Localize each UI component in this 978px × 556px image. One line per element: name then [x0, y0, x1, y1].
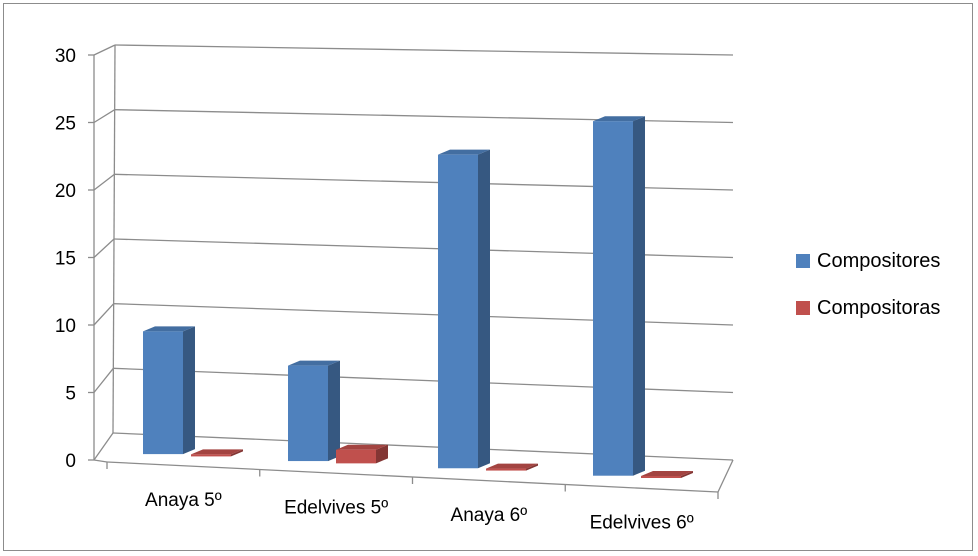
bar-front	[486, 468, 526, 471]
y-tick-labels: 0 5 10 15 20 25 30	[55, 46, 76, 472]
sidewall-gridline	[93, 367, 114, 393]
sidewall-gridline	[93, 238, 115, 258]
bar-top	[438, 149, 490, 155]
bar-top	[143, 326, 195, 332]
bar	[593, 116, 645, 476]
bar-side	[681, 471, 693, 479]
bar-side	[526, 463, 538, 471]
x-category-label: Anaya 5º	[145, 490, 222, 511]
bar	[336, 444, 388, 464]
y-tick-label: 0	[65, 451, 76, 472]
bar-side	[328, 360, 340, 462]
legend-label: Compositoras	[817, 297, 940, 319]
x-category-label: Anaya 6º	[451, 505, 528, 526]
bar-side	[376, 444, 388, 464]
bar-top	[486, 463, 538, 469]
bar	[288, 360, 340, 462]
sidewall-gridline	[93, 303, 115, 326]
x-category-label: Edelvives 5º	[284, 497, 388, 518]
bar-front	[336, 449, 376, 464]
bar-side	[478, 149, 490, 469]
y-tick-label: 5	[65, 384, 76, 405]
bar-front	[641, 476, 681, 479]
legend-swatch	[796, 254, 810, 268]
bar-front	[191, 454, 231, 457]
x-category-labels: Anaya 5º Edelvives 5º Anaya 6º Edelvives 6º	[145, 490, 694, 534]
bar-top	[336, 444, 388, 450]
bar-side	[633, 116, 645, 476]
floor-left-edge	[93, 459, 108, 463]
bar-front	[143, 331, 183, 455]
sidewall-gridline	[93, 44, 116, 56]
bar-front	[438, 154, 478, 469]
x-category-label: Edelvives 6º	[590, 512, 694, 533]
y-tick-label: 20	[55, 181, 76, 202]
bar-top	[641, 471, 693, 477]
bar-side	[231, 449, 243, 457]
bar	[641, 471, 693, 479]
bar	[486, 463, 538, 471]
legend-label: Compositores	[817, 250, 940, 272]
y-tick-label: 30	[55, 46, 76, 67]
legend-swatch	[796, 301, 810, 315]
bar-front	[288, 365, 328, 462]
y-tick-label: 10	[55, 316, 76, 337]
bar-top	[191, 449, 243, 455]
sidewall-gridline	[93, 432, 114, 461]
y-tick-label: 25	[55, 114, 76, 135]
axes	[88, 44, 734, 499]
sidewall-gridline	[93, 109, 116, 124]
bar-side	[183, 326, 195, 455]
gridline	[114, 44, 734, 56]
bar	[143, 326, 195, 455]
legend: Compositores Compositoras	[796, 250, 940, 319]
back-wall-edge	[112, 44, 116, 434]
y-tick-label: 15	[55, 249, 76, 270]
bar-top	[288, 360, 340, 366]
bar-top	[593, 116, 645, 122]
bar-front	[593, 121, 633, 476]
bar	[191, 449, 243, 457]
floor-right-edge	[717, 459, 734, 493]
sidewall-gridline	[93, 173, 115, 191]
bars	[143, 116, 693, 479]
bar	[438, 149, 490, 469]
